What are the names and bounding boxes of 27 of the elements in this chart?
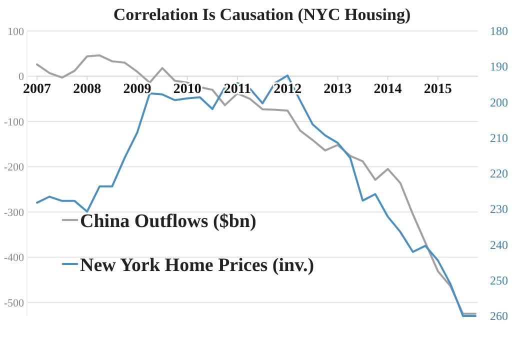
x-tick-label: 2011 bbox=[224, 82, 252, 98]
y-tick-label: -100 bbox=[4, 116, 24, 128]
y2-tick-label: 210 bbox=[490, 130, 508, 145]
legend-label: New York Home Prices (inv.) bbox=[80, 255, 314, 276]
y-tick-label: -400 bbox=[4, 252, 24, 264]
legend-label: China Outflows ($bn) bbox=[80, 211, 256, 232]
y2-tick-label: 250 bbox=[490, 273, 508, 288]
x-tick-label: 2013 bbox=[324, 82, 352, 98]
y2-tick-label: 260 bbox=[490, 309, 508, 323]
y2-tick-label: 220 bbox=[490, 166, 508, 180]
y-tick-label: 100 bbox=[8, 26, 24, 38]
y-tick-label: -500 bbox=[4, 297, 24, 310]
x-tick-label: 2015 bbox=[424, 82, 452, 98]
chart-title: Correlation Is Causation (NYC Housing) bbox=[113, 5, 411, 24]
x-tick-label: 2008 bbox=[73, 82, 102, 98]
y2-tick-label: 180 bbox=[490, 24, 508, 38]
y-tick-label: -300 bbox=[4, 206, 24, 219]
y2-tick-label: 200 bbox=[490, 95, 508, 110]
x-tick-label: 2009 bbox=[123, 82, 152, 98]
y-tick-label: -200 bbox=[4, 162, 24, 174]
y2-tick-label: 240 bbox=[490, 238, 508, 252]
x-tick-label: 2014 bbox=[374, 82, 402, 98]
x-tick-label: 2007 bbox=[23, 82, 51, 98]
y-tick-label: 0 bbox=[18, 71, 24, 84]
y2-tick-label: 190 bbox=[490, 60, 508, 74]
y2-tick-label: 230 bbox=[490, 202, 508, 216]
x-tick-label: 2010 bbox=[173, 82, 202, 98]
